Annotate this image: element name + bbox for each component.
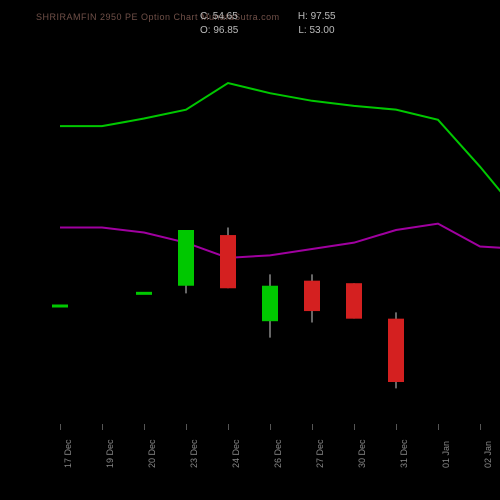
ohlc-open: O: 96.85 [200, 24, 238, 38]
x-tick-label: 27 Dec [315, 439, 325, 468]
candle-down [220, 235, 236, 288]
candle-up [262, 286, 278, 321]
x-tick [270, 424, 271, 430]
x-tick [186, 424, 187, 430]
x-axis: 17 Dec 19 Dec 20 Dec 23 Dec 24 Dec 26 Dec 27 D… [40, 430, 470, 490]
x-tick-label: 17 Dec [63, 439, 73, 468]
x-tick [312, 424, 313, 430]
x-tick [102, 424, 103, 430]
candle-down [346, 283, 362, 318]
ohlc-close: C: 54.65 [200, 10, 238, 24]
candle-up [178, 230, 194, 286]
chart-container: SHRIRAMFIN 2950 PE Option Chart MunafaSu… [0, 0, 500, 500]
ohlc-high: H: 97.55 [298, 10, 336, 24]
x-tick [396, 424, 397, 430]
x-tick-label: 31 Dec [399, 439, 409, 468]
chart-area [40, 40, 470, 420]
candle-down [388, 319, 404, 382]
candle-down [304, 281, 320, 311]
x-tick [144, 424, 145, 430]
x-tick-label: 23 Dec [189, 439, 199, 468]
x-tick-label: 02 Jan [483, 441, 493, 468]
lower-band-line [60, 220, 500, 258]
x-tick [354, 424, 355, 430]
chart-svg [40, 40, 470, 420]
x-tick-label: 30 Dec [357, 439, 367, 468]
x-tick [60, 424, 61, 430]
upper-band-line [60, 83, 500, 217]
x-tick [480, 424, 481, 430]
x-tick [228, 424, 229, 430]
x-tick-label: 20 Dec [147, 439, 157, 468]
ohlc-block: C: 54.65 H: 97.55 O: 96.85 L: 53.00 [200, 10, 336, 38]
x-tick-label: 24 Dec [231, 439, 241, 468]
x-tick-label: 26 Dec [273, 439, 283, 468]
x-tick-label: 19 Dec [105, 439, 115, 468]
x-tick [438, 424, 439, 430]
ohlc-low: L: 53.00 [298, 24, 334, 38]
x-tick-label: 01 Jan [441, 441, 451, 468]
